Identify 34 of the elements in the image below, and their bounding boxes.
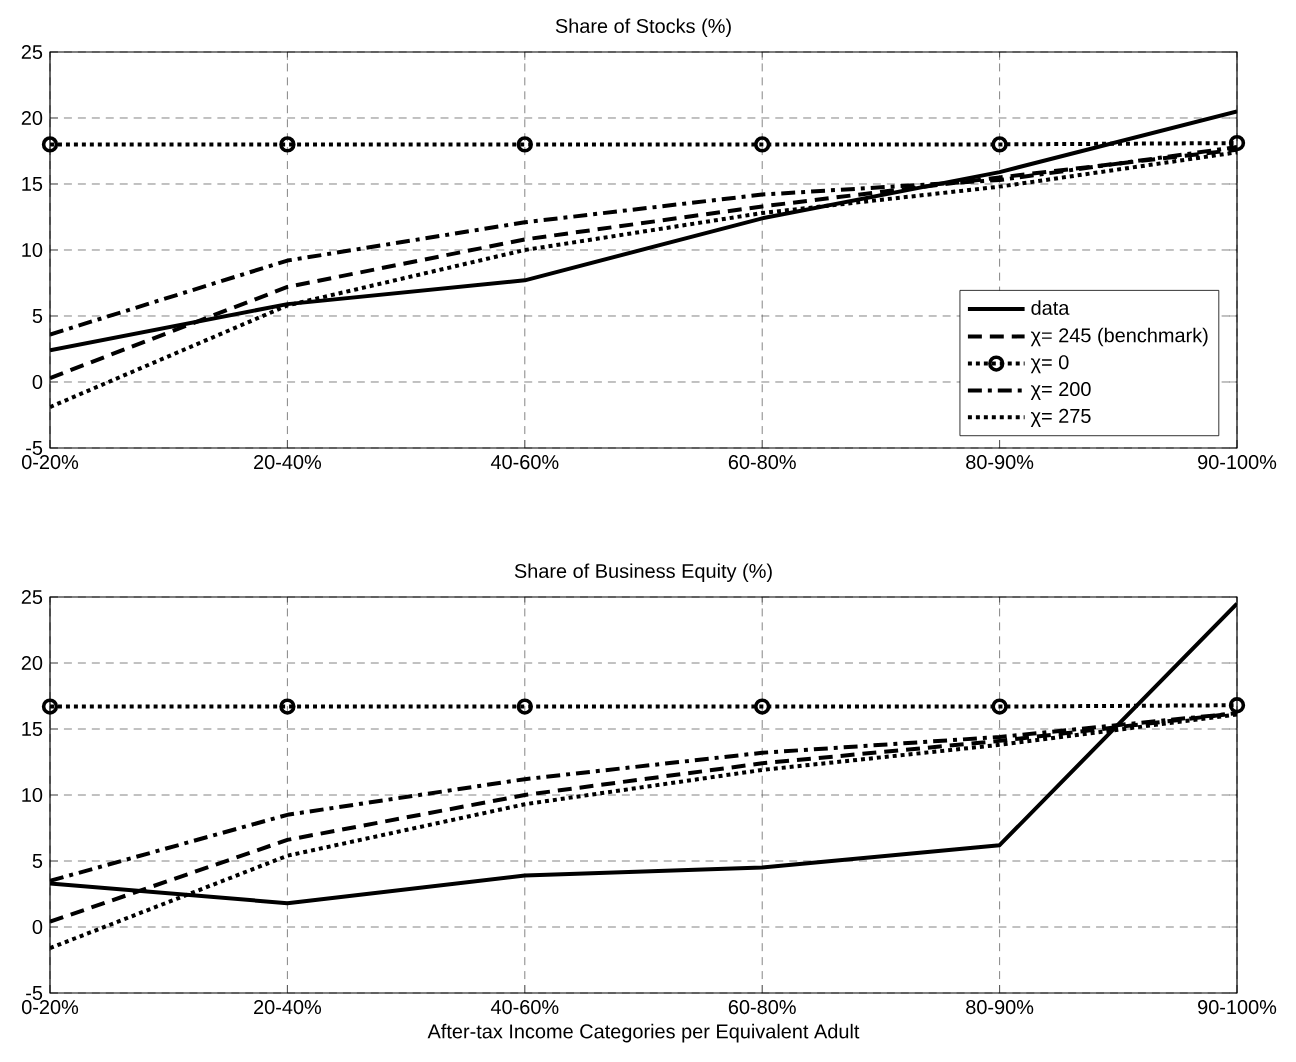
y-tick-label: 0 (32, 374, 43, 390)
chart-title: Share of Stocks (%) (555, 18, 731, 37)
legend-label: data (1031, 300, 1070, 315)
y-tick-label: 25 (21, 44, 43, 60)
x-tick-label: 80-90% (966, 1000, 1034, 1015)
legend-label: χ= 0 (1030, 355, 1069, 374)
y-tick-label: 10 (22, 787, 43, 803)
chart-title: Share of Business Equity (%) (514, 563, 772, 582)
x-axis-title: After-tax Income Categories per Equivalent Adult (427, 1023, 860, 1043)
x-tick-label: 60-80% (728, 1000, 796, 1015)
y-tick-label: 15 (22, 722, 43, 736)
x-tick-label: 90-100% (1198, 1000, 1277, 1015)
y-tick-label: 5 (32, 309, 43, 323)
legend-label: χ= 275 (1030, 408, 1091, 427)
legend-label: χ= 245 (benchmark) (1030, 327, 1208, 347)
x-tick-label: 80-90% (966, 455, 1034, 470)
x-tick-label: 20-40% (254, 1000, 322, 1015)
x-tick-label: 90-100% (1198, 455, 1277, 470)
y-tick-label: 20 (21, 655, 43, 671)
x-tick-label: 0-20% (21, 455, 79, 470)
legend-label: χ= 200 (1030, 381, 1091, 401)
y-tick-label: 25 (21, 589, 43, 605)
x-tick-label: 20-40% (254, 455, 322, 470)
y-tick-label: 5 (32, 854, 43, 868)
y-tick-label: -5 (26, 441, 43, 455)
y-tick-label: 0 (32, 919, 43, 935)
y-tick-label: 15 (22, 177, 43, 191)
x-tick-label: 40-60% (490, 1000, 559, 1015)
y-tick-label: -5 (26, 986, 43, 1000)
x-tick-label: 40-60% (490, 455, 559, 470)
y-tick-label: 20 (21, 110, 43, 126)
x-tick-label: 0-20% (21, 1000, 79, 1015)
y-tick-label: 10 (22, 242, 43, 258)
x-tick-label: 60-80% (728, 455, 796, 470)
